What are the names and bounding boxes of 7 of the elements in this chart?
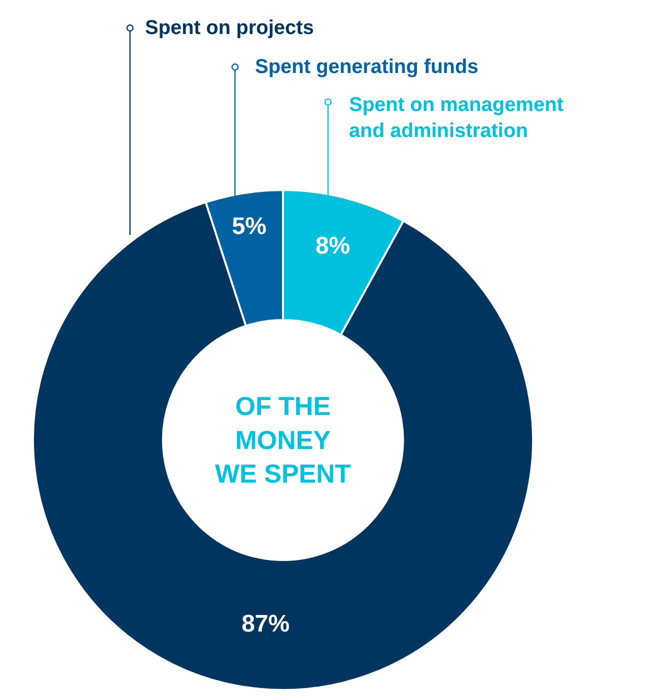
data-label: 5% <box>232 212 267 240</box>
text: OF THE MONEY WE SPENT <box>215 391 351 489</box>
data-label: 8% <box>315 232 350 260</box>
legend-label: Spent on management and administration <box>349 94 564 142</box>
legend-label: Spent generating funds <box>255 56 478 78</box>
data-label: 87% <box>242 610 290 638</box>
legend-label: Spent on projects <box>145 17 314 39</box>
